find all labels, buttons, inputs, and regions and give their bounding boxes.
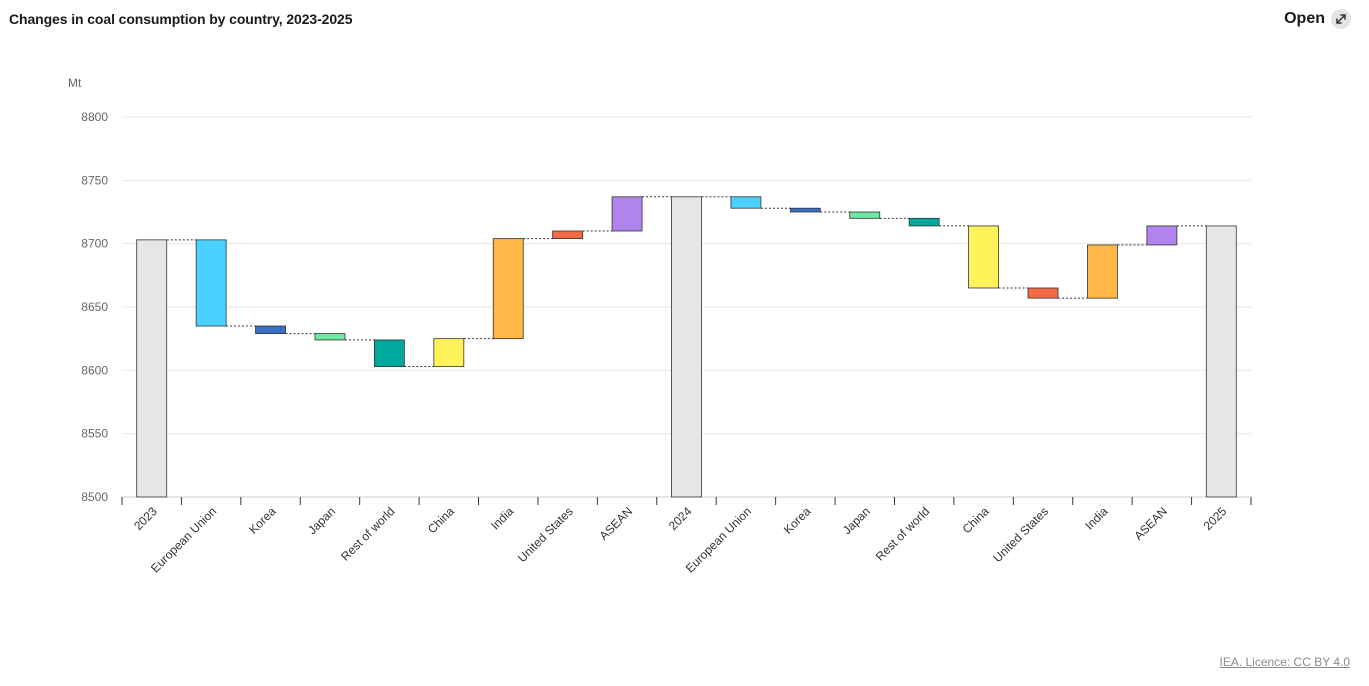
x-tick-label: Japan — [305, 504, 338, 537]
y-tick-label: 8600 — [81, 363, 108, 377]
x-tick-label: United States — [990, 504, 1051, 565]
x-tick-label: Korea — [781, 504, 814, 537]
bar-2025 — [1205, 225, 1237, 498]
bar-india — [1087, 244, 1118, 299]
x-tick-label: Korea — [246, 504, 279, 537]
bar-european-union — [730, 196, 762, 209]
licence-link[interactable]: IEA. Licence: CC BY 4.0 — [1219, 655, 1350, 669]
x-tick-label: India — [1082, 504, 1111, 533]
bar-2023 — [136, 239, 168, 498]
bar-india — [492, 238, 524, 340]
y-tick-label: 8650 — [81, 300, 108, 314]
x-tick-label: Japan — [840, 504, 873, 537]
x-tick-label: Rest of world — [338, 504, 397, 563]
y-axis-unit: Mt — [68, 76, 82, 90]
x-tick-label: India — [488, 504, 517, 533]
bar-asean — [1146, 225, 1178, 246]
bar-japan — [314, 333, 346, 341]
y-tick-label: 8500 — [81, 490, 108, 504]
bar-rest-of-world — [373, 339, 405, 367]
open-button[interactable]: Open — [1284, 9, 1351, 29]
bar-korea — [789, 207, 821, 213]
expand-icon — [1331, 9, 1351, 29]
bar-asean — [611, 196, 643, 232]
y-tick-label: 8550 — [81, 427, 108, 441]
bar-korea — [255, 325, 286, 334]
x-tick-label: 2024 — [666, 504, 695, 533]
bar-european-union — [195, 239, 227, 327]
bar-japan — [849, 211, 881, 219]
y-tick-label: 8800 — [81, 110, 108, 124]
x-tick-label: United States — [515, 504, 576, 565]
x-tick-label: 2025 — [1201, 504, 1230, 533]
x-tick-label: China — [960, 504, 992, 536]
bar-2024 — [671, 196, 702, 498]
x-tick-label: Rest of world — [873, 504, 932, 563]
x-tick-label: China — [425, 504, 457, 536]
bar-rest-of-world — [908, 217, 940, 227]
bar-united-states — [552, 230, 584, 239]
bar-united-states — [1027, 287, 1059, 299]
open-button-label: Open — [1284, 10, 1325, 27]
y-tick-label: 8750 — [81, 173, 108, 187]
x-tick-label: 2023 — [131, 504, 160, 533]
bar-china — [433, 338, 465, 367]
bar-china — [968, 225, 1000, 289]
chart-title: Changes in coal consumption by country, … — [9, 11, 353, 27]
y-tick-label: 8700 — [81, 237, 108, 251]
x-tick-label: ASEAN — [1131, 504, 1170, 543]
x-tick-label: ASEAN — [597, 504, 636, 543]
